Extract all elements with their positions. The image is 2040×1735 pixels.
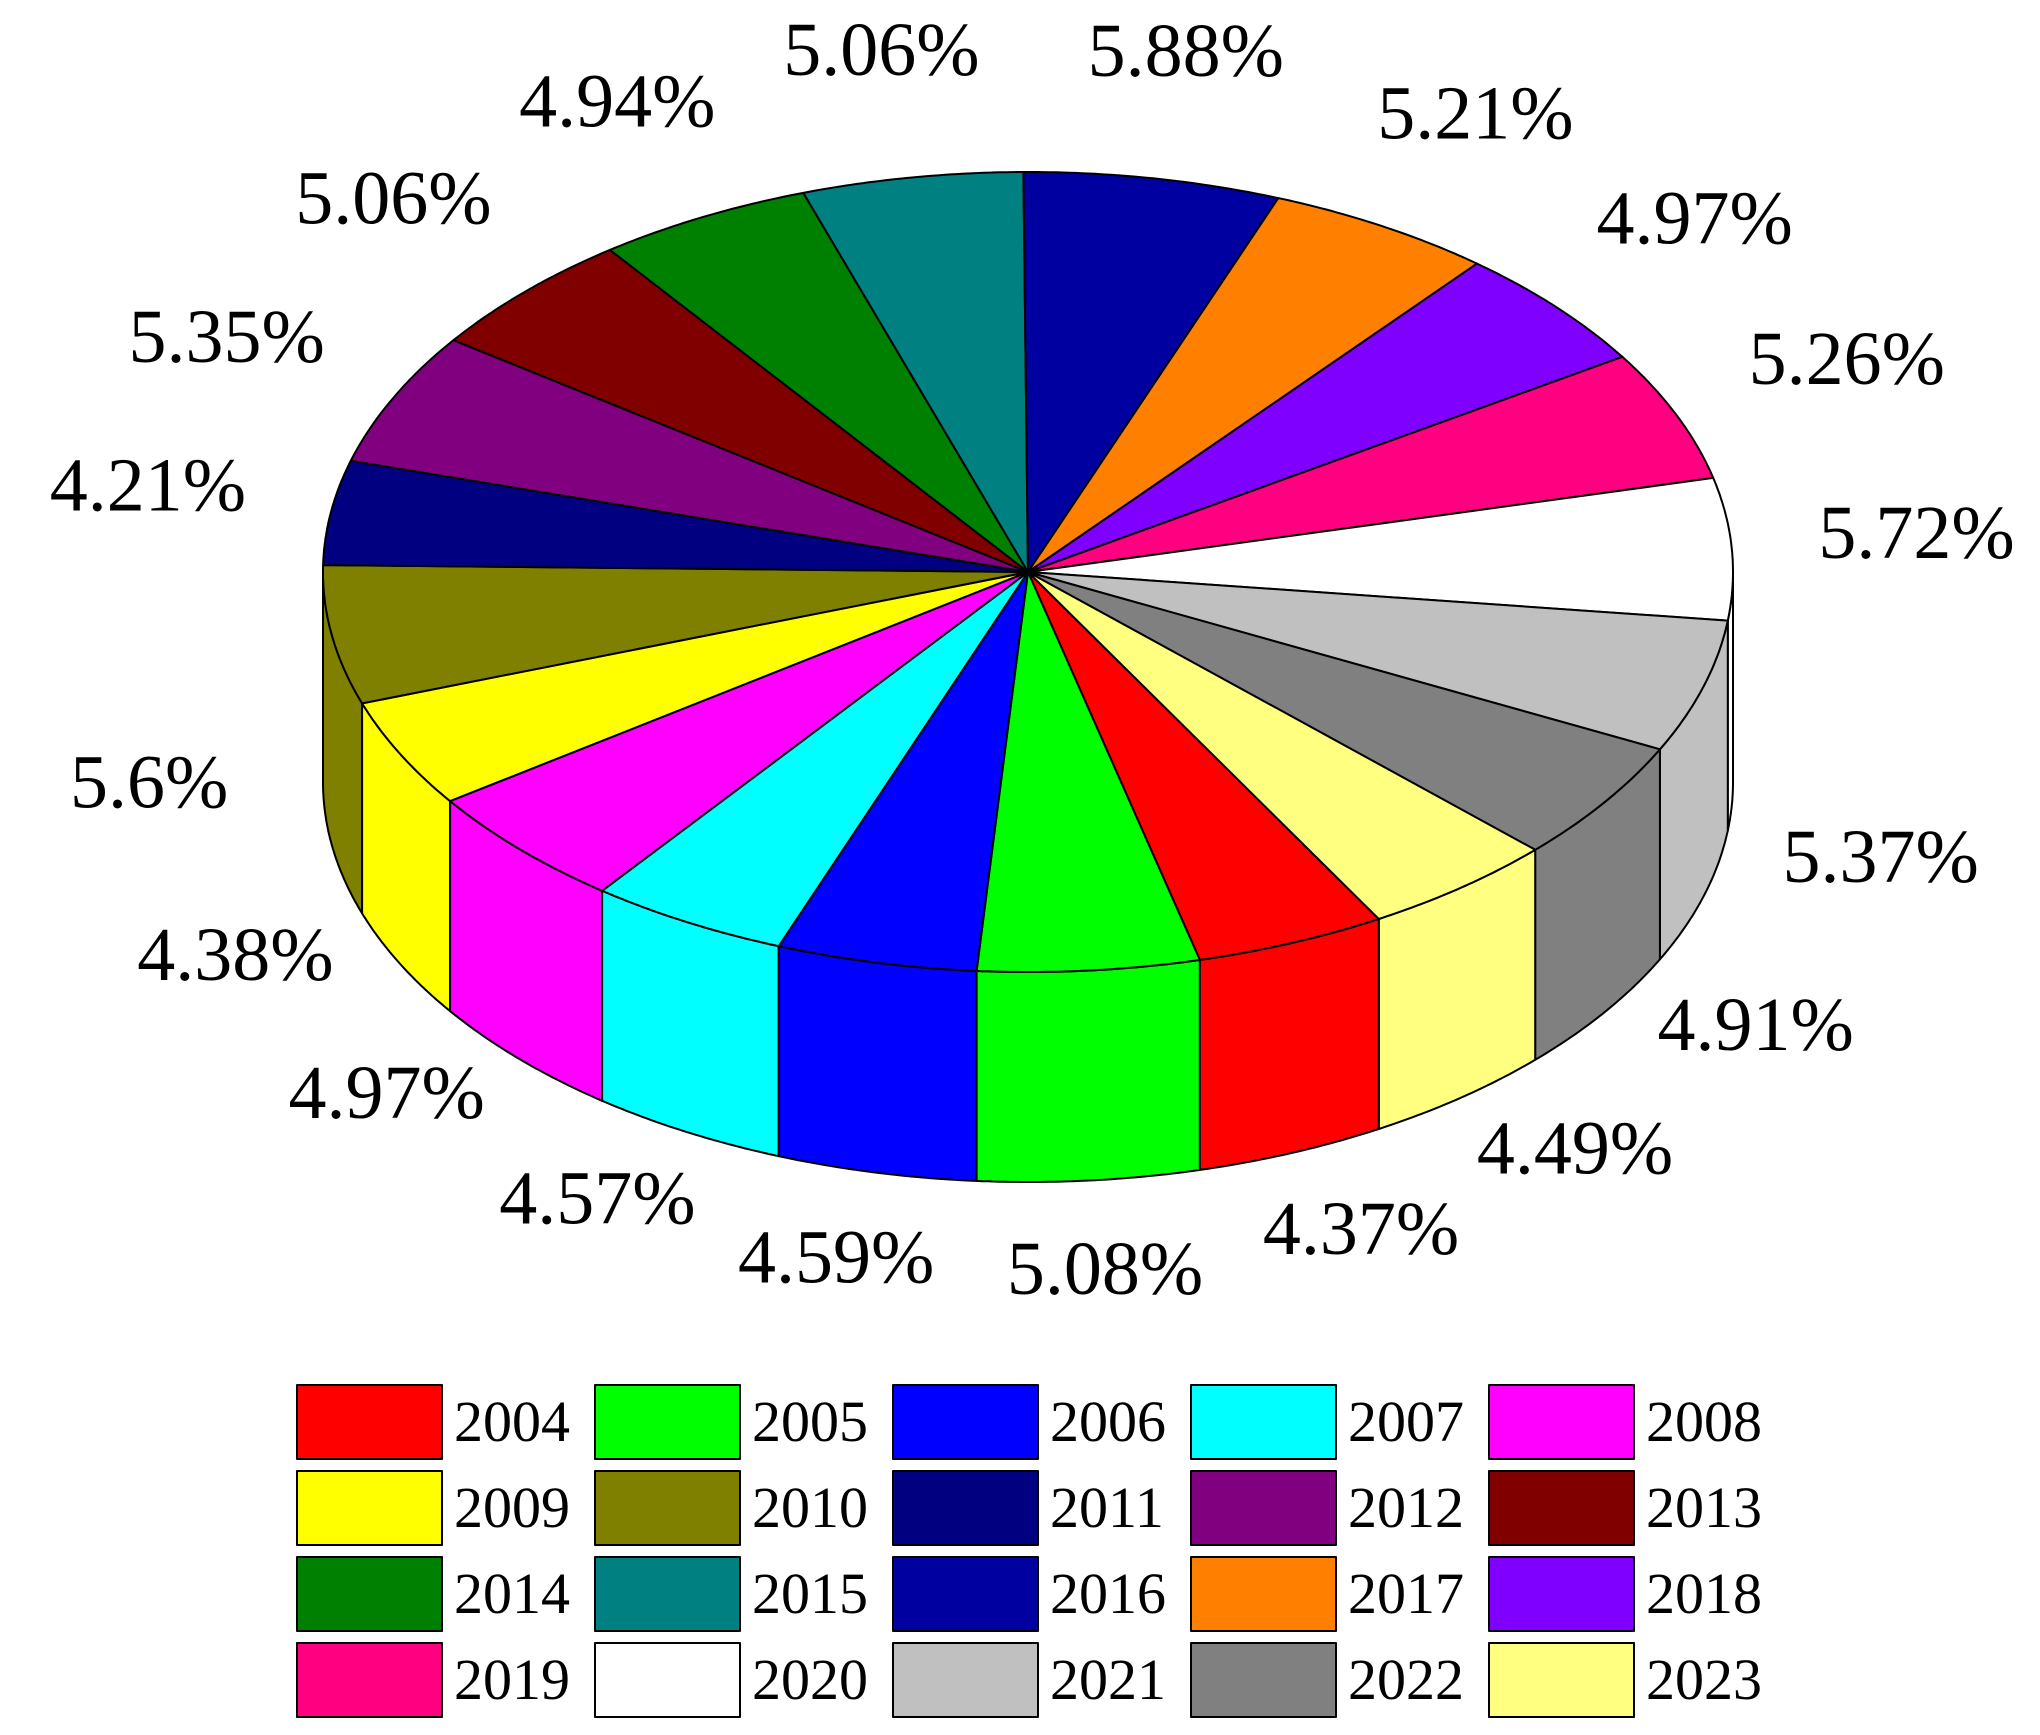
legend-swatch-2012	[1190, 1470, 1337, 1546]
legend-label-2015: 2015	[752, 1561, 868, 1626]
legend-swatch-2014	[296, 1556, 443, 1632]
slice-2008	[449, 571, 1029, 892]
legend-label-2018: 2018	[1646, 1561, 1762, 1626]
slice-label-2011: 4.21%	[50, 444, 246, 528]
legend-swatch-2005	[594, 1384, 741, 1460]
legend-label-2004: 2004	[454, 1389, 570, 1454]
legend-swatch-2004	[296, 1384, 443, 1460]
legend-swatch-2022	[1190, 1642, 1337, 1718]
pie-sides	[322, 571, 1734, 1183]
legend-swatch-2016	[892, 1556, 1039, 1632]
legend-swatch-2008	[1488, 1384, 1635, 1460]
slice-label-2018: 4.97%	[1596, 177, 1792, 261]
slice-label-2023: 4.49%	[1477, 1107, 1673, 1191]
slice-side-2006	[777, 945, 978, 1182]
slice-2017	[1027, 197, 1478, 573]
legend-swatch-2023	[1488, 1642, 1635, 1718]
pie-labels: 4.37%5.08%4.59%4.57%4.97%4.38%5.6%4.21%5…	[50, 8, 2015, 1311]
slice-2020	[1027, 476, 1734, 622]
legend-label-2013: 2013	[1646, 1475, 1762, 1540]
slice-label-2006: 4.59%	[738, 1215, 934, 1299]
legend-label-2021: 2021	[1050, 1647, 1166, 1712]
slice-2021	[1027, 571, 1729, 751]
slice-2004	[1027, 571, 1380, 961]
slice-label-2004: 4.37%	[1263, 1187, 1459, 1271]
legend-swatch-2006	[892, 1384, 1039, 1460]
legend-swatch-2013	[1488, 1470, 1635, 1546]
legend-label-2009: 2009	[454, 1475, 570, 1540]
slice-label-2008: 4.97%	[288, 1051, 484, 1135]
slice-label-2009: 4.38%	[137, 913, 333, 997]
slice-label-2010: 5.6%	[70, 741, 228, 825]
slice-label-2022: 4.91%	[1658, 983, 1854, 1067]
legend-swatch-2009	[296, 1470, 443, 1546]
legend-label-2017: 2017	[1348, 1561, 1464, 1626]
legend-label-2022: 2022	[1348, 1647, 1464, 1712]
legend-label-2010: 2010	[752, 1475, 868, 1540]
legend-label-2016: 2016	[1050, 1561, 1166, 1626]
legend-label-2020: 2020	[752, 1647, 868, 1712]
slice-label-2021: 5.37%	[1783, 815, 1979, 899]
legend-label-2006: 2006	[1050, 1389, 1166, 1454]
slice-label-2005: 5.08%	[1007, 1227, 1203, 1311]
legend-label-2012: 2012	[1348, 1475, 1464, 1540]
legend-swatch-2019	[296, 1642, 443, 1718]
legend-label-2005: 2005	[752, 1389, 868, 1454]
slice-2023	[1027, 571, 1537, 920]
slice-2011	[322, 459, 1029, 573]
slice-label-2019: 5.26%	[1749, 317, 1945, 401]
slice-label-2015: 5.06%	[783, 8, 979, 92]
slice-2014	[608, 191, 1029, 573]
legend-label-2014: 2014	[454, 1561, 570, 1626]
legend-swatch-2011	[892, 1470, 1039, 1546]
slice-label-2012: 5.35%	[128, 295, 324, 379]
slice-2015	[802, 171, 1029, 573]
slice-2018	[1027, 262, 1624, 573]
slice-2019	[1027, 355, 1715, 573]
legend-label-2011: 2011	[1050, 1475, 1164, 1540]
pie-tops	[322, 171, 1734, 973]
slice-2006	[777, 571, 1029, 972]
slice-2012	[349, 339, 1029, 573]
slice-2016	[1022, 171, 1280, 573]
slice-label-2007: 4.57%	[499, 1157, 695, 1241]
legend-label-2023: 2023	[1646, 1647, 1762, 1712]
legend-swatch-2018	[1488, 1556, 1635, 1632]
slice-2022	[1027, 571, 1661, 851]
slice-label-2014: 4.94%	[519, 60, 715, 144]
legend-label-2019: 2019	[454, 1647, 570, 1712]
slice-2010	[322, 564, 1029, 705]
slice-side-2005	[975, 958, 1201, 1183]
legend-swatch-2010	[594, 1470, 741, 1546]
slice-label-2020: 5.72%	[1818, 491, 2014, 575]
slice-label-2017: 5.21%	[1377, 72, 1573, 156]
slice-2013	[452, 248, 1029, 573]
legend-swatch-2017	[1190, 1556, 1337, 1632]
slice-label-2013: 5.06%	[295, 156, 491, 240]
legend-swatch-2015	[594, 1556, 741, 1632]
legend-swatch-2021	[892, 1642, 1039, 1718]
slice-2005	[975, 571, 1201, 973]
slice-2007	[601, 571, 1029, 948]
slice-label-2016: 5.88%	[1088, 9, 1284, 93]
legend-swatch-2007	[1190, 1384, 1337, 1460]
legend: 2004 2005 2006 2007 2008 2009 2010 2011 2012 2013…	[296, 1384, 1762, 1718]
legend-label-2008: 2008	[1646, 1389, 1762, 1454]
legend-label-2007: 2007	[1348, 1389, 1464, 1454]
slice-2009	[361, 571, 1029, 803]
legend-swatch-2020	[594, 1642, 741, 1718]
